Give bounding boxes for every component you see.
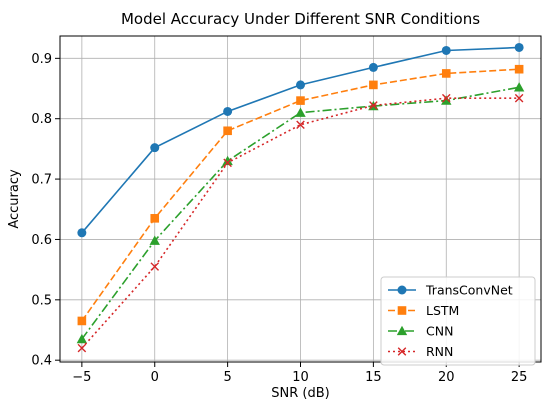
y-tick-label: 0.4 — [31, 354, 52, 369]
data-point-cnn — [295, 107, 306, 117]
legend-marker-transconvnet — [397, 285, 407, 295]
x-tick-label: 20 — [438, 370, 455, 385]
data-point-lstm — [77, 316, 87, 326]
data-point-transconvnet — [368, 62, 378, 72]
y-tick-label: 0.7 — [31, 173, 52, 188]
y-tick-label: 0.5 — [31, 293, 52, 308]
data-point-cnn — [222, 155, 233, 166]
data-point-rnn — [77, 343, 87, 353]
y-tick-label: 0.6 — [31, 233, 52, 248]
y-tick-label: 0.9 — [31, 52, 52, 67]
x-tick-label: −5 — [72, 370, 91, 385]
data-point-cnn — [76, 333, 88, 344]
legend-marker-lstm — [397, 306, 407, 315]
x-tick-label: 5 — [223, 370, 231, 385]
series-layer — [76, 42, 525, 353]
data-point-transconvnet — [150, 143, 160, 153]
data-point-lstm — [296, 96, 305, 105]
x-tick-label: 25 — [511, 370, 528, 385]
y-tick-label: 0.8 — [31, 112, 52, 127]
series-rnn — [77, 93, 524, 353]
data-point-rnn — [369, 101, 378, 110]
grid — [60, 36, 541, 362]
legend-marker-rnn — [397, 347, 407, 356]
data-point-lstm — [369, 80, 378, 90]
legend: TransConvNet LSTM CNN RNN — [380, 276, 536, 366]
data-point-lstm — [441, 69, 451, 78]
data-point-rnn — [441, 93, 451, 103]
data-point-transconvnet — [223, 106, 233, 116]
data-point-lstm — [223, 126, 232, 136]
data-point-cnn — [441, 95, 452, 105]
series-lstm — [77, 64, 524, 326]
y-axis-label: Accuracy — [7, 169, 22, 229]
chart-title: Model Accuracy Under Different SNR Condi… — [121, 10, 480, 28]
data-point-lstm — [514, 64, 524, 74]
legend-label-cnn: CNN — [426, 324, 453, 339]
data-point-cnn — [149, 235, 160, 245]
legend-label-lstm: LSTM — [426, 303, 459, 318]
x-tick-label: 15 — [365, 370, 382, 385]
data-point-rnn — [514, 93, 524, 103]
data-point-rnn — [150, 262, 160, 271]
legend-box — [380, 276, 536, 366]
data-point-transconvnet — [77, 228, 87, 238]
data-point-transconvnet — [441, 45, 451, 55]
series-transconvnet — [77, 42, 524, 238]
data-point-transconvnet — [514, 42, 524, 52]
data-point-transconvnet — [296, 80, 305, 90]
legend-marker-cnn — [396, 325, 408, 336]
axis-ticks: −5 0 5 10 15 20 25 0.4 0.5 0.6 0.7 0.8 0.9 — [31, 52, 527, 385]
x-tick-label: 10 — [292, 370, 309, 385]
data-point-lstm — [150, 214, 160, 223]
x-axis-label: SNR (dB) — [271, 386, 329, 401]
legend-label-rnn: RNN — [426, 344, 453, 359]
data-point-rnn — [223, 158, 232, 168]
legend-label-transconvnet: TransConvNet — [425, 283, 513, 298]
data-point-rnn — [296, 120, 305, 130]
x-tick-label: 0 — [151, 370, 159, 385]
data-point-cnn — [513, 82, 525, 92]
